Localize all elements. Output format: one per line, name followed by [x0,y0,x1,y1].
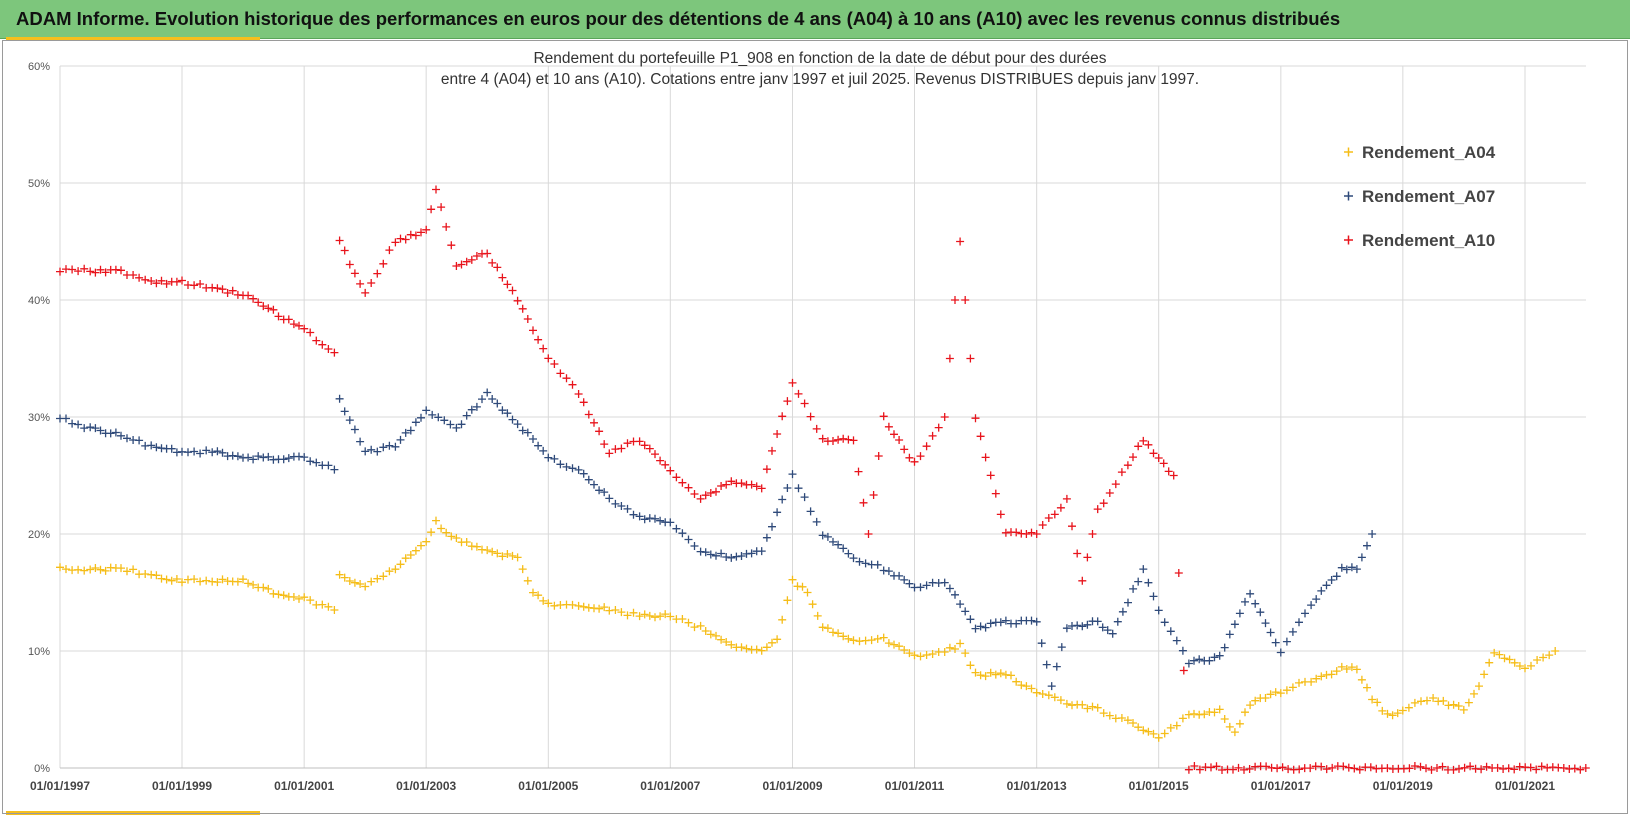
x-tick-label: 01/01/1999 [152,779,212,793]
x-tick-label: 01/01/2005 [518,779,578,793]
x-tick-label: 01/01/2019 [1373,779,1433,793]
series-Rendement_A10 [56,185,1590,774]
y-axis-ticks: 0% 10% 20% 30% 40% 50% 60% [28,61,50,775]
y-tick-label: 50% [28,178,50,190]
legend-label: Rendement_A07 [1362,187,1495,206]
legend-marker [1344,191,1353,201]
series-Rendement_A04 [56,516,1560,742]
chart-frame [2,40,1628,814]
series-marks [56,185,1590,774]
y-tick-label: 60% [28,61,50,73]
legend-label: Rendement_A10 [1362,231,1495,250]
x-tick-label: 01/01/2015 [1129,779,1189,793]
x-tick-label: 01/01/2007 [640,779,700,793]
x-tick-label: 01/01/2013 [1007,779,1067,793]
legend-marker [1344,235,1353,245]
y-tick-label: 10% [28,646,50,658]
x-tick-label: 01/01/2003 [396,779,456,793]
legend: Rendement_A04 Rendement_A07 Rendement_A10 [1344,143,1496,250]
x-tick-label: 01/01/2021 [1495,779,1555,793]
grid [59,65,1586,769]
y-tick-label: 0% [34,763,50,775]
y-tick-label: 30% [28,412,50,424]
x-tick-label: 01/01/2009 [762,779,822,793]
x-tick-label: 01/01/2001 [274,779,334,793]
x-tick-label: 01/01/2017 [1251,779,1311,793]
series-markers-Rendement_A07 [56,388,1377,691]
x-tick-label: 01/01/2011 [885,779,945,793]
y-tick-label: 20% [28,529,50,541]
x-tick-label: 01/01/1997 [30,779,90,793]
chart-title-line1: Rendement du portefeuille P1_908 en fonc… [533,50,1106,67]
legend-label: Rendement_A04 [1362,143,1496,162]
series-markers-Rendement_A10 [56,185,1590,774]
series-Rendement_A07 [56,388,1377,691]
x-axis-ticks: 01/01/1997 01/01/1999 01/01/2001 01/01/2003… [30,779,1555,793]
series-markers-Rendement_A04 [56,516,1560,742]
header-bar: ADAM Informe. Evolution historique des p… [0,0,1630,39]
legend-marker [1344,147,1353,157]
y-tick-label: 40% [28,295,50,307]
header-title: ADAM Informe. Evolution historique des p… [16,8,1341,29]
accent-bar-top-left [6,37,260,41]
chart-title-line2: entre 4 (A04) et 10 ans (A10). Cotations… [441,71,1199,88]
